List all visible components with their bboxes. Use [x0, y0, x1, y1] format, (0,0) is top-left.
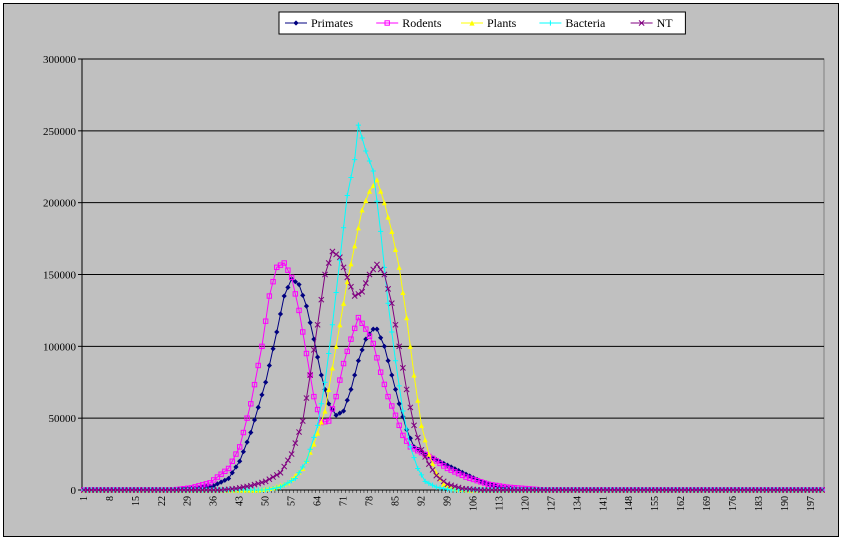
x-axis-ticks: 1 8 15 22 29 36 43 50 57 64 71 78 85 92 99 106 113 120 127…	[79, 490, 824, 511]
line-chart: 050000100000150000200000250000300000 181…	[4, 4, 840, 538]
x-tick-label: 22	[157, 496, 168, 506]
x-tick-label: 29	[183, 496, 194, 506]
x-tick-label: 176	[728, 496, 739, 511]
x-tick-label: 57	[287, 496, 298, 506]
x-tick-label: 1	[79, 496, 90, 501]
y-tick-label: 250000	[43, 126, 77, 138]
y-tick-label: 0	[71, 485, 77, 497]
legend: Primates Rodents Plants Bacteria NT	[279, 12, 685, 34]
legend-label: Bacteria	[565, 16, 606, 30]
x-tick-label: 141	[598, 496, 609, 511]
y-tick-label: 50000	[49, 413, 77, 425]
x-tick-label: 99	[442, 496, 453, 506]
x-tick-label: 197	[806, 496, 817, 511]
x-tick-label: 71	[339, 496, 350, 506]
x-tick-label: 85	[390, 496, 401, 506]
x-tick-label: 127	[546, 496, 557, 511]
x-tick-label: 120	[520, 496, 531, 511]
x-tick-label: 113	[494, 496, 505, 511]
chart-area: 0 50000 100000 150000 200000 250000 300000 181…	[3, 3, 839, 537]
x-tick-label: 50	[261, 496, 272, 506]
y-tick-label: 200000	[43, 198, 77, 210]
x-tick-label: 43	[235, 496, 246, 506]
x-tick-label: 190	[780, 496, 791, 511]
x-tick-label: 106	[468, 496, 479, 511]
x-tick-label: 64	[313, 496, 324, 506]
x-tick-label: 92	[416, 496, 427, 506]
legend-label: Primates	[311, 16, 353, 30]
x-tick-label: 162	[676, 496, 687, 511]
y-tick-label: 100000	[43, 341, 77, 353]
y-tick-label: 300000	[43, 54, 77, 66]
legend-label: Rodents	[402, 16, 442, 30]
x-tick-label: 134	[572, 496, 583, 511]
x-tick-label: 183	[754, 496, 765, 511]
x-tick-label: 15	[131, 496, 142, 506]
legend-label: Plants	[487, 16, 517, 30]
y-tick-label: 150000	[43, 270, 77, 282]
x-tick-label: 169	[702, 496, 713, 511]
x-tick-label: 8	[105, 496, 116, 501]
x-tick-label: 155	[650, 496, 661, 511]
legend-label: NT	[657, 16, 674, 30]
x-tick-label: 36	[209, 496, 220, 506]
x-tick-label: 148	[624, 496, 635, 511]
x-tick-label: 78	[365, 496, 376, 506]
